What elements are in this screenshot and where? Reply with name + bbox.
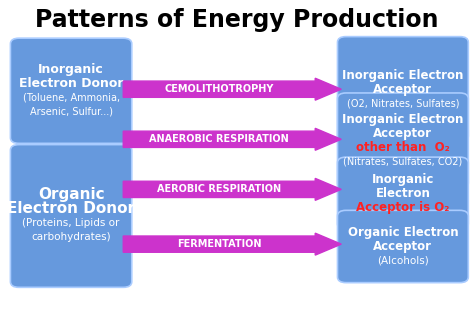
Text: Inorganic: Inorganic (38, 63, 104, 76)
Text: Patterns of Energy Production: Patterns of Energy Production (35, 8, 439, 32)
Text: carbohydrates): carbohydrates) (31, 232, 111, 242)
FancyBboxPatch shape (337, 210, 468, 283)
FancyBboxPatch shape (337, 37, 468, 142)
FancyBboxPatch shape (10, 38, 132, 143)
Text: AEROBIC RESPIRATION: AEROBIC RESPIRATION (157, 184, 281, 194)
FancyBboxPatch shape (10, 145, 132, 287)
Text: ANAEROBIC RESPIRATION: ANAEROBIC RESPIRATION (149, 134, 289, 144)
Text: Acceptor is O₂: Acceptor is O₂ (356, 201, 449, 214)
FancyBboxPatch shape (337, 93, 468, 189)
Text: Acceptor: Acceptor (374, 240, 432, 253)
Polygon shape (123, 78, 341, 100)
Text: Organic Electron: Organic Electron (347, 226, 458, 239)
Text: Inorganic: Inorganic (372, 173, 434, 186)
FancyBboxPatch shape (337, 157, 468, 229)
Text: other than  O₂: other than O₂ (356, 141, 450, 154)
Text: Electron Donor: Electron Donor (7, 202, 135, 216)
Polygon shape (123, 128, 341, 150)
Text: (O2, Nitrates, Sulfates): (O2, Nitrates, Sulfates) (346, 98, 459, 108)
Polygon shape (123, 233, 341, 255)
Text: Organic: Organic (38, 187, 104, 202)
Text: (Proteins, Lipids or: (Proteins, Lipids or (22, 218, 120, 228)
Text: Electron Donor: Electron Donor (19, 77, 123, 90)
Text: (Alcohols): (Alcohols) (377, 256, 429, 265)
Text: Arsenic, Sulfur...): Arsenic, Sulfur...) (29, 107, 113, 117)
Text: Electron: Electron (375, 187, 430, 200)
Text: (Nitrates, Sulfates, CO2): (Nitrates, Sulfates, CO2) (343, 157, 463, 167)
Text: Inorganic Electron: Inorganic Electron (342, 69, 464, 82)
Text: (Toluene, Ammonia,: (Toluene, Ammonia, (23, 93, 119, 103)
Text: Inorganic Electron: Inorganic Electron (342, 113, 464, 126)
Polygon shape (123, 178, 341, 200)
Text: Acceptor: Acceptor (374, 83, 432, 96)
Text: Acceptor: Acceptor (374, 127, 432, 140)
Text: FERMENTATION: FERMENTATION (177, 239, 262, 249)
Text: CEMOLITHOTROPHY: CEMOLITHOTROPHY (164, 84, 274, 94)
